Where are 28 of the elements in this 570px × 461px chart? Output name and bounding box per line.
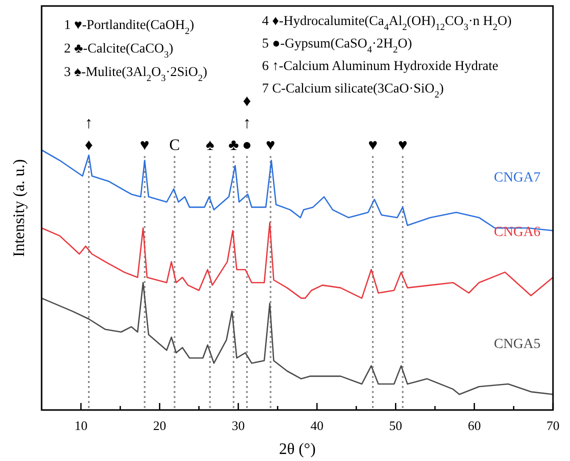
x-axis-title: 2θ (°): [278, 441, 316, 458]
ref-line-label: C: [169, 137, 180, 154]
text: 1 ♥-Portlandite(CaOH$_{2}$): [64, 17, 194, 37]
text: 2 ♣-Calcite(CaCO$_{3}$): [64, 40, 174, 60]
ref-line-label: ♥: [368, 137, 378, 154]
text: 5 ●-Gypsum(CaSO$_{4}$·2H$_{2}$O): [262, 36, 412, 56]
text: 7 C-Calcium silicate(3CaO·SiO$_{2}$): [262, 80, 444, 100]
text: CNGA6: [494, 225, 541, 240]
x-tick-label: 60: [468, 418, 481, 433]
ref-line-label: ♥: [398, 137, 408, 154]
text: CNGA5: [494, 337, 541, 352]
text: 4 ♦-Hydrocalumite(Ca$_{4}$Al$_{2}$(OH)$_{12}$CO$_{3}$·n H$_{2}$O): [262, 13, 512, 33]
ref-line-label: ♥: [140, 137, 150, 154]
ref-line-label: ♠: [206, 137, 215, 154]
x-tick-label: 20: [153, 418, 166, 433]
ref-line-label: ♥: [266, 137, 276, 154]
text: 3 ♠-Mulite(3Al$_{2}$O$_{3}$·2SiO$_{2}$): [64, 64, 208, 84]
x-tick-label: 70: [546, 418, 560, 433]
text: CNGA7: [494, 170, 541, 186]
ref-line-label: ↑ ♦: [84, 115, 93, 154]
ref-line-label: ♦ ↑ ●: [242, 93, 252, 154]
x-tick-label: 50: [389, 418, 402, 433]
x-tick-label: 30: [232, 418, 245, 433]
x-tick-label: 40: [310, 418, 324, 433]
ref-line-label: ♣: [228, 137, 240, 154]
text: 6 ↑-Calcium Aluminum Hydroxide Hydrate: [262, 58, 498, 73]
y-axis-title: Intensity (a. u.): [11, 159, 28, 257]
x-tick-label: 10: [74, 418, 88, 433]
